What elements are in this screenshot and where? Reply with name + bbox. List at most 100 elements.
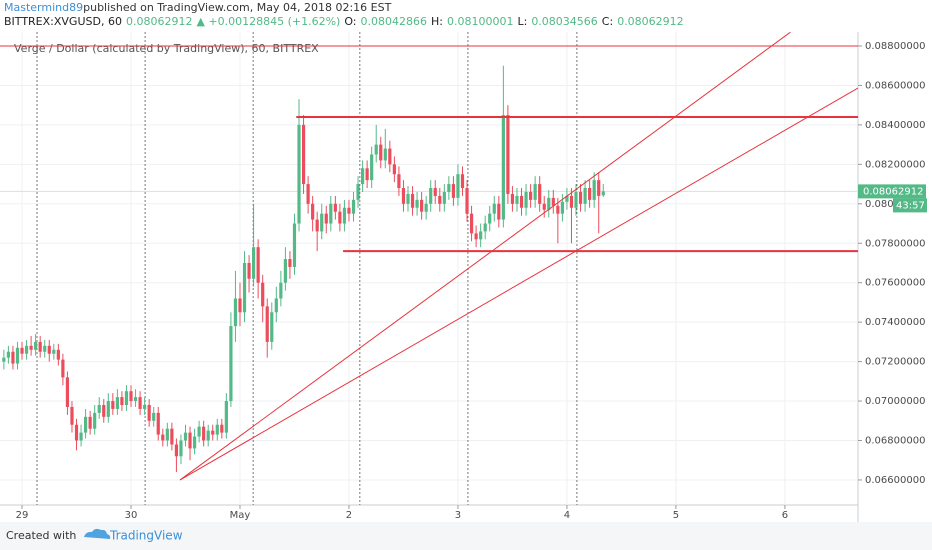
y-tick-label: 0.06800000: [865, 436, 925, 447]
candle-body: [43, 345, 47, 352]
candle-body: [324, 213, 328, 224]
last-price: 0.08062912: [126, 15, 192, 28]
candle-body: [297, 124, 301, 224]
candle-body: [519, 195, 524, 208]
y-tick-label: 0.07000000: [865, 396, 925, 407]
candle-body: [492, 203, 496, 214]
candle-body: [192, 436, 197, 449]
y-tick-label: 0.08800000: [865, 41, 925, 52]
candle-body: [147, 404, 151, 421]
last-price-label: 0.08062912: [863, 186, 923, 197]
candle-body: [311, 203, 315, 220]
candle-body: [565, 195, 569, 202]
countdown: 43:57: [896, 200, 925, 211]
candle-body: [88, 416, 92, 429]
candle-body: [247, 262, 251, 279]
candle-body: [410, 193, 415, 208]
candle-body: [588, 188, 592, 200]
y-tick-label: 0.07600000: [865, 278, 925, 289]
candle-body: [34, 341, 38, 350]
footer-brand[interactable]: TradingView: [109, 529, 183, 543]
countdown-box: [893, 198, 927, 213]
candle-body: [447, 184, 451, 192]
candle-body: [479, 231, 483, 240]
trend-line: [179, 32, 791, 481]
y-tick-label: 0.06600000: [865, 475, 925, 486]
candle-body: [433, 188, 437, 196]
candle-body: [283, 259, 287, 283]
candle-body: [252, 247, 256, 279]
candle-body: [152, 412, 156, 421]
candle-body: [220, 424, 224, 433]
x-tick-label: 30: [125, 510, 138, 521]
candle-body: [397, 174, 401, 189]
candle-body: [524, 191, 528, 208]
published: published on TradingView.com, May 04, 20…: [83, 1, 391, 14]
candle-body: [488, 213, 492, 224]
candle-body: [415, 199, 419, 208]
candle-body: [15, 347, 20, 364]
candle-body: [533, 184, 537, 200]
trend-line: [179, 87, 858, 481]
candle-body: [338, 211, 342, 224]
candle-body: [365, 168, 369, 181]
o-value: 0.08042866: [361, 15, 427, 28]
y-tick-label: 0.08200000: [865, 159, 925, 170]
candle-body: [29, 345, 33, 350]
candle-body: [506, 115, 510, 194]
candle-body: [179, 440, 183, 457]
x-tick-label: May: [230, 510, 251, 521]
candle-body: [597, 180, 601, 196]
x-tick-label: 5: [673, 510, 679, 521]
candle-body: [547, 197, 551, 210]
candle-body: [456, 174, 460, 198]
candle-body: [383, 148, 387, 161]
candle-body: [329, 203, 333, 224]
candle-body: [74, 424, 79, 441]
candle-body: [315, 219, 319, 232]
candle-body: [206, 430, 210, 441]
candle-body: [102, 404, 106, 417]
candle-body: [460, 174, 465, 189]
candle-body: [578, 191, 583, 204]
candle-body: [392, 164, 396, 175]
candle-body: [333, 203, 337, 212]
candle-body: [65, 377, 70, 407]
candle-body: [174, 444, 179, 457]
candle-body: [420, 199, 424, 212]
candle-body: [111, 401, 115, 409]
h-label: H:: [431, 15, 443, 28]
author: Mastermind89: [4, 1, 83, 14]
candle-body: [429, 188, 433, 204]
candle-body: [2, 357, 6, 362]
candle-body: [229, 326, 233, 402]
candle-body: [292, 223, 297, 267]
candle-body: [242, 262, 247, 313]
candle-body: [161, 434, 165, 441]
x-tick-label: 2: [346, 510, 352, 521]
y-tick-label: 0.07800000: [865, 238, 925, 249]
candle-body: [24, 345, 29, 354]
candle-body: [279, 282, 283, 299]
y-tick-label: 0.08600000: [865, 80, 925, 91]
candle-body: [138, 397, 142, 409]
candle-body: [569, 195, 574, 208]
candle-body: [301, 124, 306, 185]
candle-body: [70, 406, 74, 425]
candle-body: [6, 351, 11, 358]
candle-body: [347, 207, 351, 214]
candle-body: [215, 424, 219, 435]
candle-body: [483, 223, 487, 232]
c-value: 0.08062912: [617, 15, 683, 28]
candle-body: [474, 233, 478, 240]
candle-body: [451, 184, 456, 198]
candle-body: [574, 191, 578, 208]
candle-body: [529, 191, 533, 200]
candle-body: [238, 298, 242, 313]
candle-body: [143, 404, 147, 409]
candle-body: [342, 207, 347, 224]
candle-body: [501, 115, 505, 220]
candle-body: [360, 168, 365, 185]
